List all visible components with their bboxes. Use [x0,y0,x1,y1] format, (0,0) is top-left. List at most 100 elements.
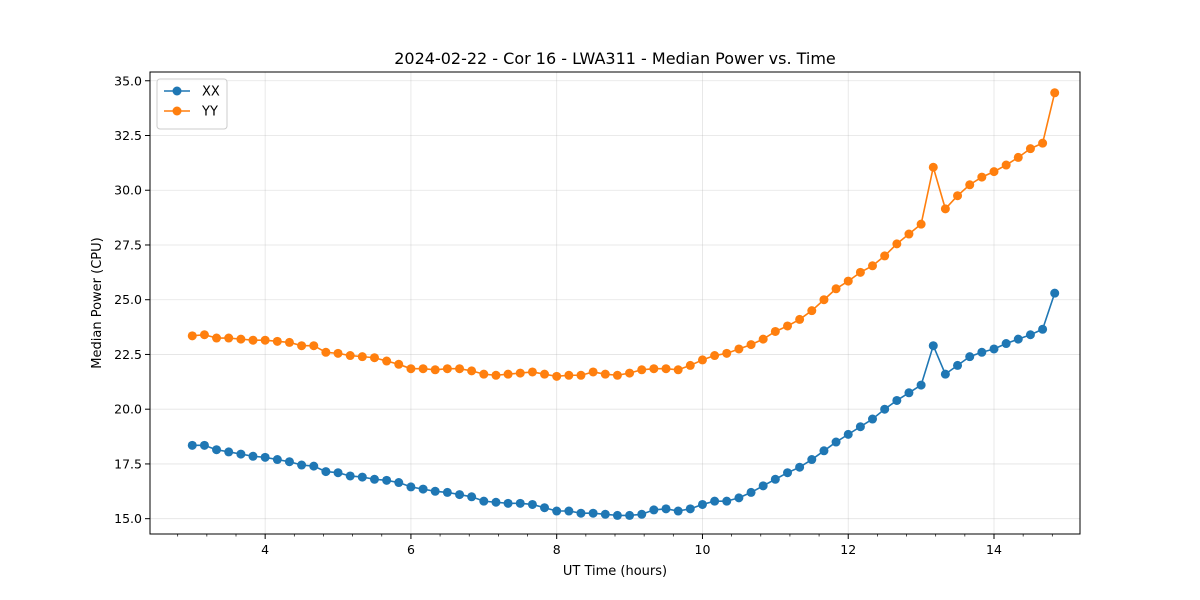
data-point-xx [770,474,780,484]
data-point-xx [369,474,379,484]
data-point-yy [928,162,938,172]
data-point-yy [212,333,222,343]
data-point-xx [758,481,768,491]
data-point-xx [855,422,865,432]
data-point-yy [831,284,841,294]
data-point-xx [600,509,610,519]
y-tick-label: 32.5 [114,128,142,143]
data-point-yy [540,369,550,379]
data-point-yy [904,229,914,239]
data-point-xx [892,395,902,405]
data-point-xx [1050,288,1060,298]
data-point-xx [880,404,890,414]
data-point-xx [722,496,732,506]
data-point-xx [357,472,367,482]
data-point-yy [746,340,756,350]
data-point-yy [649,364,659,374]
data-point-yy [977,172,987,182]
data-point-yy [527,367,537,377]
data-point-xx [977,347,987,357]
data-point-yy [357,352,367,362]
data-point-yy [892,239,902,249]
data-point-xx [212,445,222,455]
data-point-xx [199,440,209,450]
x-tick-label: 8 [553,542,561,557]
y-tick-label: 35.0 [114,73,142,88]
data-point-yy [442,364,452,374]
x-tick-label: 14 [986,542,1002,557]
data-point-xx [321,467,331,477]
data-point-xx [673,506,683,516]
data-point-xx [272,455,282,465]
data-point-yy [248,335,258,345]
data-point-yy [783,321,793,331]
data-point-xx [783,468,793,478]
data-point-xx [612,510,622,520]
data-point-yy [989,167,999,177]
data-point-xx [1025,330,1035,340]
data-point-yy [503,369,513,379]
y-tick-label: 30.0 [114,183,142,198]
plot-series [187,88,1060,520]
data-point-xx [540,503,550,513]
data-point-yy [260,335,270,345]
data-point-yy [588,367,598,377]
data-point-yy [661,364,671,374]
data-point-yy [455,364,465,374]
data-point-xx [989,344,999,354]
data-point-xx [795,462,805,472]
y-tick-label: 27.5 [114,237,142,252]
axis-ticks: 4 6 8 10 12 14 15.0 17.5 20.0 22.5 25.0 27.5 30.0 32.… [114,73,1053,557]
data-point-yy [600,369,610,379]
data-point-yy [576,370,586,380]
data-point-yy [965,180,975,190]
y-tick-label: 22.5 [114,347,142,362]
data-point-yy [199,330,209,340]
data-point-yy [236,334,246,344]
data-point-yy [467,366,477,376]
data-point-yy [953,191,963,201]
data-point-xx [345,471,355,481]
data-point-xx [868,414,877,424]
y-tick-label: 25.0 [114,292,142,307]
legend-label-xx: XX [202,85,220,100]
x-tick-label: 4 [261,542,269,557]
data-point-yy [734,344,744,354]
data-point-yy [843,276,853,286]
data-point-xx [965,352,975,362]
data-point-yy [382,356,392,366]
data-point-xx [394,478,404,488]
data-point-xx [843,429,853,439]
data-point-xx [807,455,817,465]
data-point-yy [272,336,282,346]
data-point-xx [515,498,525,508]
data-point-xx [904,388,914,398]
data-point-xx [734,493,744,503]
data-point-yy [321,347,331,357]
data-point-yy [758,334,768,344]
data-point-yy [297,341,307,351]
data-point-yy [795,314,805,324]
data-point-yy [722,348,732,358]
data-point-xx [406,482,416,492]
data-point-xx [382,475,392,485]
data-point-xx [953,360,963,370]
data-point-xx [491,497,501,507]
y-tick-label: 15.0 [114,511,142,526]
data-point-xx [637,509,647,519]
data-point-xx [661,504,671,514]
data-point-yy [552,371,562,381]
data-point-yy [807,306,817,316]
data-point-yy [855,267,865,277]
data-point-yy [394,359,404,369]
x-tick-label: 6 [407,542,415,557]
data-point-xx [576,508,586,518]
legend-marker-xx [172,86,182,96]
data-point-yy [940,204,950,214]
data-point-xx [710,496,720,506]
data-point-xx [309,461,319,471]
x-axis-label: UT Time (hours) [563,564,667,579]
data-point-xx [503,498,513,508]
data-point-xx [527,499,537,509]
